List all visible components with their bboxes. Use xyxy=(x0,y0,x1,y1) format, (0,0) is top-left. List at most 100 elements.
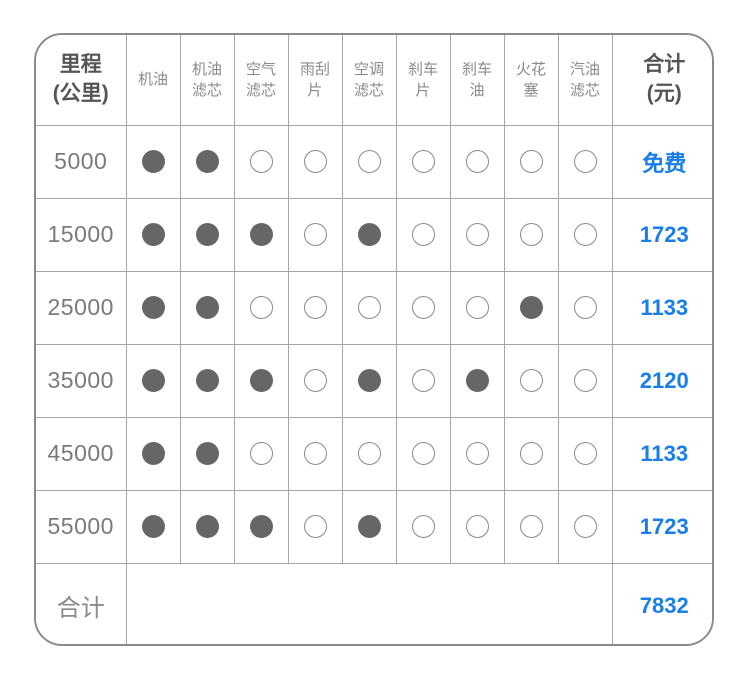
service-cell-spark-plug xyxy=(503,197,559,272)
mileage-cell: 25000 xyxy=(36,270,127,345)
service-cell-ac-filter xyxy=(341,124,397,199)
service-cell-wiper-blade xyxy=(287,197,343,272)
service-cell-engine-oil xyxy=(125,489,181,564)
empty-circle-icon xyxy=(303,515,327,538)
filled-circle-icon xyxy=(141,369,165,392)
empty-circle-icon xyxy=(249,150,273,173)
filled-circle-icon xyxy=(195,296,219,319)
service-cell-air-filter xyxy=(233,270,289,345)
service-cell-oil-filter xyxy=(179,489,235,564)
mileage-cell: 35000 xyxy=(36,343,127,418)
empty-circle-icon xyxy=(519,223,543,246)
empty-circle-icon xyxy=(573,223,597,246)
service-cell-spark-plug xyxy=(503,489,559,564)
empty-circle-icon xyxy=(465,296,489,319)
row-total-value: 1723 xyxy=(611,489,712,564)
col-header-brake-fluid: 刹车 油 xyxy=(449,35,505,126)
service-cell-brake-pad xyxy=(395,124,451,199)
empty-circle-icon xyxy=(573,515,597,538)
service-cell-spark-plug xyxy=(503,270,559,345)
service-cell-air-filter xyxy=(233,124,289,199)
empty-circle-icon xyxy=(465,515,489,538)
filled-circle-icon xyxy=(249,223,273,246)
mileage-cell: 45000 xyxy=(36,416,127,491)
empty-circle-icon xyxy=(519,515,543,538)
footer-empty-cell xyxy=(125,562,613,644)
service-cell-oil-filter xyxy=(179,343,235,418)
empty-circle-icon xyxy=(573,296,597,319)
row-total-value: 1133 xyxy=(611,416,712,491)
service-cell-fuel-filter xyxy=(557,197,613,272)
filled-circle-icon xyxy=(195,515,219,538)
header-row: 里程 (公里) 机油 机油 滤芯 空气 滤芯 雨刮 片 空调 滤芯 刹车 片 刹… xyxy=(36,35,712,126)
service-cell-spark-plug xyxy=(503,124,559,199)
col-header-ac-filter: 空调 滤芯 xyxy=(341,35,397,126)
mileage-cell: 15000 xyxy=(36,197,127,272)
empty-circle-icon xyxy=(465,442,489,465)
filled-circle-icon xyxy=(195,369,219,392)
empty-circle-icon xyxy=(249,442,273,465)
empty-circle-icon xyxy=(411,515,435,538)
service-cell-ac-filter xyxy=(341,343,397,418)
filled-circle-icon xyxy=(141,296,165,319)
table-row: 45000 1133 xyxy=(36,416,712,491)
table-row: 5000 免费 xyxy=(36,124,712,199)
grand-total-value: 7832 xyxy=(611,562,712,644)
col-header-wiper-blade: 雨刮 片 xyxy=(287,35,343,126)
filled-circle-icon xyxy=(141,442,165,465)
mileage-cell: 5000 xyxy=(36,124,127,199)
service-cell-ac-filter xyxy=(341,489,397,564)
empty-circle-icon xyxy=(573,150,597,173)
filled-circle-icon xyxy=(141,515,165,538)
col-header-air-filter: 空气 滤芯 xyxy=(233,35,289,126)
service-cell-engine-oil xyxy=(125,270,181,345)
filled-circle-icon xyxy=(357,515,381,538)
service-cell-fuel-filter xyxy=(557,270,613,345)
empty-circle-icon xyxy=(411,223,435,246)
empty-circle-icon xyxy=(303,223,327,246)
filled-circle-icon xyxy=(357,223,381,246)
col-header-total: 合计 (元) xyxy=(611,35,712,126)
service-cell-wiper-blade xyxy=(287,343,343,418)
col-header-mileage: 里程 (公里) xyxy=(36,35,127,126)
service-cell-air-filter xyxy=(233,489,289,564)
service-cell-brake-fluid xyxy=(449,197,505,272)
footer-total-label: 合计 xyxy=(36,562,127,644)
filled-circle-icon xyxy=(249,369,273,392)
service-cell-ac-filter xyxy=(341,197,397,272)
empty-circle-icon xyxy=(303,150,327,173)
service-cell-wiper-blade xyxy=(287,489,343,564)
empty-circle-icon xyxy=(357,150,381,173)
filled-circle-icon xyxy=(195,442,219,465)
empty-circle-icon xyxy=(573,369,597,392)
maintenance-table: 里程 (公里) 机油 机油 滤芯 空气 滤芯 雨刮 片 空调 滤芯 刹车 片 刹… xyxy=(36,35,712,644)
empty-circle-icon xyxy=(465,150,489,173)
service-cell-brake-fluid xyxy=(449,124,505,199)
service-cell-oil-filter xyxy=(179,270,235,345)
empty-circle-icon xyxy=(357,442,381,465)
service-cell-engine-oil xyxy=(125,124,181,199)
empty-circle-icon xyxy=(411,150,435,173)
service-cell-brake-pad xyxy=(395,416,451,491)
empty-circle-icon xyxy=(303,296,327,319)
service-cell-fuel-filter xyxy=(557,124,613,199)
footer-row: 合计 7832 xyxy=(36,562,712,644)
empty-circle-icon xyxy=(519,442,543,465)
service-cell-brake-fluid xyxy=(449,489,505,564)
service-cell-brake-pad xyxy=(395,270,451,345)
col-header-fuel-filter: 汽油 滤芯 xyxy=(557,35,613,126)
empty-circle-icon xyxy=(303,442,327,465)
service-cell-air-filter xyxy=(233,197,289,272)
filled-circle-icon xyxy=(357,369,381,392)
service-cell-spark-plug xyxy=(503,343,559,418)
empty-circle-icon xyxy=(411,442,435,465)
row-total-value: 1133 xyxy=(611,270,712,345)
service-cell-brake-fluid xyxy=(449,270,505,345)
service-cell-brake-pad xyxy=(395,489,451,564)
service-cell-brake-pad xyxy=(395,343,451,418)
table-row: 35000 2120 xyxy=(36,343,712,418)
filled-circle-icon xyxy=(195,150,219,173)
service-cell-spark-plug xyxy=(503,416,559,491)
filled-circle-icon xyxy=(465,369,489,392)
service-cell-fuel-filter xyxy=(557,416,613,491)
